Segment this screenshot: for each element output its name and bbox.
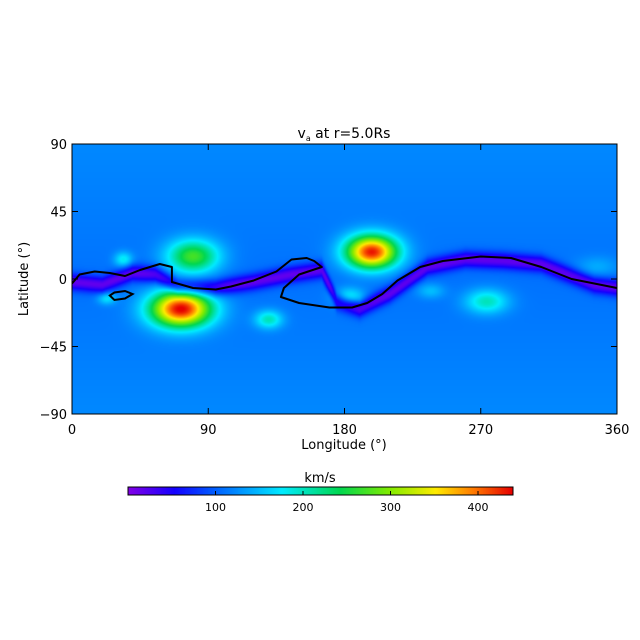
y-tick-label: −90 [40,408,67,423]
y-axis: 90 45 0 −45 −90 [40,138,617,423]
y-tick-label: 0 [59,273,67,288]
neutral-line-contour [72,255,617,309]
speed-heatmap [72,144,617,414]
colorbar-tick-label: 300 [380,501,401,514]
x-axis-label: Longitude (°) [301,438,386,453]
colorbar-ticks: 100 200 300 400 [205,491,489,514]
y-axis-label: Latitude (°) [17,242,32,316]
neutral-line-island [108,289,135,302]
y-tick-label: 90 [50,138,67,153]
x-tick-label: 0 [68,423,76,438]
colorbar [128,487,513,495]
colorbar-tick-label: 200 [293,501,314,514]
colorbar-tick-label: 100 [205,501,226,514]
chart-title: va at r=5.0Rs [298,126,391,143]
colorbar-unit: km/s [304,471,336,486]
y-tick-label: −45 [40,341,67,356]
colorbar-frame [127,486,514,496]
x-tick-label: 180 [332,423,357,438]
x-tick-label: 90 [200,423,217,438]
x-axis: 0 90 180 270 360 [68,144,630,438]
y-tick-label: 45 [50,206,67,221]
x-tick-label: 360 [605,423,630,438]
x-tick-label: 270 [468,423,493,438]
colorbar-tick-label: 400 [468,501,489,514]
